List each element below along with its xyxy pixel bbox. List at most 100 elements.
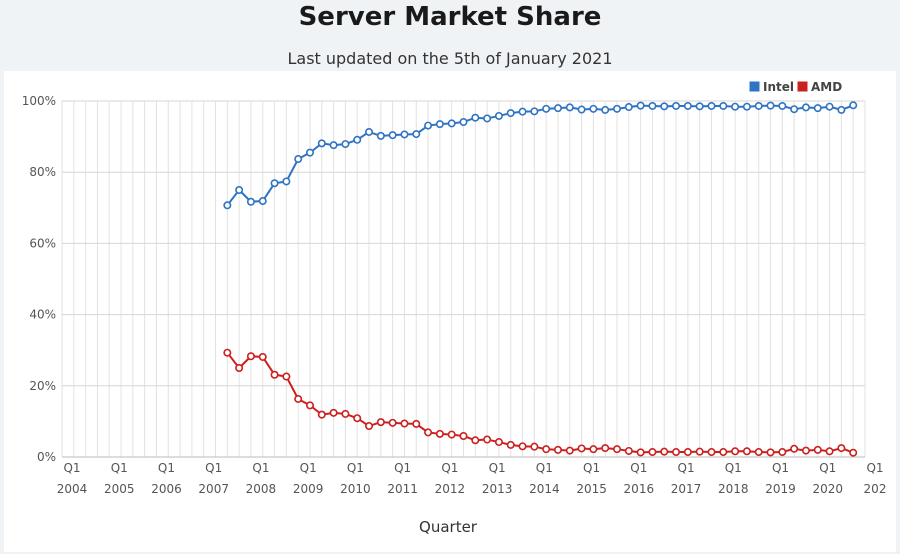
data-point-intel[interactable]: [790, 105, 799, 114]
data-point-amd[interactable]: [553, 445, 562, 454]
data-point-intel[interactable]: [412, 130, 421, 139]
data-point-amd[interactable]: [305, 401, 314, 410]
data-point-intel[interactable]: [707, 101, 716, 110]
data-point-intel[interactable]: [447, 119, 456, 128]
data-point-amd[interactable]: [365, 422, 374, 431]
data-point-intel[interactable]: [648, 101, 657, 110]
data-point-amd[interactable]: [601, 444, 610, 453]
data-point-amd[interactable]: [282, 372, 291, 381]
data-point-intel[interactable]: [731, 102, 740, 111]
data-point-intel[interactable]: [317, 139, 326, 148]
data-point-intel[interactable]: [695, 102, 704, 111]
data-point-intel[interactable]: [825, 102, 834, 111]
data-point-amd[interactable]: [837, 444, 846, 453]
data-point-amd[interactable]: [624, 446, 633, 455]
data-point-amd[interactable]: [424, 428, 433, 437]
data-point-intel[interactable]: [223, 201, 232, 210]
data-point-intel[interactable]: [766, 101, 775, 110]
data-point-intel[interactable]: [530, 107, 539, 116]
data-point-intel[interactable]: [400, 130, 409, 139]
data-point-amd[interactable]: [270, 370, 279, 379]
data-point-intel[interactable]: [813, 104, 822, 113]
data-point-intel[interactable]: [270, 179, 279, 188]
data-point-amd[interactable]: [471, 436, 480, 445]
data-point-amd[interactable]: [589, 445, 598, 454]
data-point-intel[interactable]: [305, 148, 314, 157]
data-point-intel[interactable]: [435, 120, 444, 129]
data-point-amd[interactable]: [766, 448, 775, 457]
data-point-amd[interactable]: [801, 446, 810, 455]
data-point-intel[interactable]: [471, 113, 480, 122]
data-point-amd[interactable]: [223, 348, 232, 357]
legend-item-amd[interactable]: AMD: [796, 80, 842, 94]
data-point-intel[interactable]: [577, 105, 586, 114]
data-point-amd[interactable]: [719, 448, 728, 457]
data-point-amd[interactable]: [565, 446, 574, 455]
data-point-amd[interactable]: [400, 419, 409, 428]
data-point-intel[interactable]: [719, 101, 728, 110]
data-point-intel[interactable]: [459, 118, 468, 127]
data-point-amd[interactable]: [294, 394, 303, 403]
data-point-intel[interactable]: [329, 141, 338, 150]
data-point-amd[interactable]: [577, 444, 586, 453]
data-point-intel[interactable]: [353, 135, 362, 144]
data-point-intel[interactable]: [613, 104, 622, 113]
data-point-intel[interactable]: [506, 109, 515, 118]
data-point-intel[interactable]: [542, 104, 551, 113]
data-point-amd[interactable]: [648, 448, 657, 457]
data-point-amd[interactable]: [494, 438, 503, 447]
data-point-amd[interactable]: [825, 447, 834, 456]
data-point-amd[interactable]: [613, 445, 622, 454]
data-point-intel[interactable]: [388, 131, 397, 140]
data-point-intel[interactable]: [672, 101, 681, 110]
data-point-amd[interactable]: [695, 447, 704, 456]
data-point-intel[interactable]: [518, 107, 527, 116]
data-point-intel[interactable]: [483, 114, 492, 123]
data-point-amd[interactable]: [435, 429, 444, 438]
data-point-intel[interactable]: [246, 197, 255, 206]
data-point-amd[interactable]: [530, 442, 539, 451]
data-point-amd[interactable]: [329, 408, 338, 417]
data-point-amd[interactable]: [341, 409, 350, 418]
data-point-intel[interactable]: [660, 102, 669, 111]
data-point-intel[interactable]: [235, 186, 244, 195]
data-point-intel[interactable]: [742, 102, 751, 111]
legend[interactable]: Intel AMD: [748, 80, 842, 94]
data-point-intel[interactable]: [837, 105, 846, 114]
data-point-amd[interactable]: [317, 410, 326, 419]
data-point-intel[interactable]: [801, 103, 810, 112]
data-point-amd[interactable]: [742, 447, 751, 456]
data-point-amd[interactable]: [235, 363, 244, 372]
data-point-intel[interactable]: [754, 101, 763, 110]
data-point-intel[interactable]: [494, 111, 503, 120]
data-point-amd[interactable]: [672, 448, 681, 457]
data-point-amd[interactable]: [447, 430, 456, 439]
data-point-intel[interactable]: [624, 103, 633, 112]
data-point-intel[interactable]: [376, 131, 385, 140]
data-point-amd[interactable]: [518, 442, 527, 451]
data-point-intel[interactable]: [589, 104, 598, 113]
data-point-amd[interactable]: [707, 448, 716, 457]
data-point-amd[interactable]: [459, 431, 468, 440]
data-point-amd[interactable]: [376, 418, 385, 427]
legend-item-intel[interactable]: Intel: [748, 80, 794, 94]
data-point-amd[interactable]: [790, 444, 799, 453]
data-point-amd[interactable]: [660, 447, 669, 456]
data-point-intel[interactable]: [849, 101, 858, 110]
data-point-amd[interactable]: [849, 448, 858, 457]
data-point-amd[interactable]: [483, 435, 492, 444]
data-point-intel[interactable]: [424, 121, 433, 130]
data-point-amd[interactable]: [246, 352, 255, 361]
data-point-intel[interactable]: [341, 140, 350, 149]
data-point-amd[interactable]: [731, 447, 740, 456]
data-point-intel[interactable]: [565, 103, 574, 112]
data-point-amd[interactable]: [353, 414, 362, 423]
data-point-intel[interactable]: [636, 101, 645, 110]
data-point-intel[interactable]: [683, 101, 692, 110]
data-point-amd[interactable]: [412, 419, 421, 428]
data-point-amd[interactable]: [778, 448, 787, 457]
data-point-intel[interactable]: [282, 177, 291, 186]
data-point-intel[interactable]: [553, 104, 562, 113]
data-point-amd[interactable]: [754, 448, 763, 457]
data-point-amd[interactable]: [683, 448, 692, 457]
